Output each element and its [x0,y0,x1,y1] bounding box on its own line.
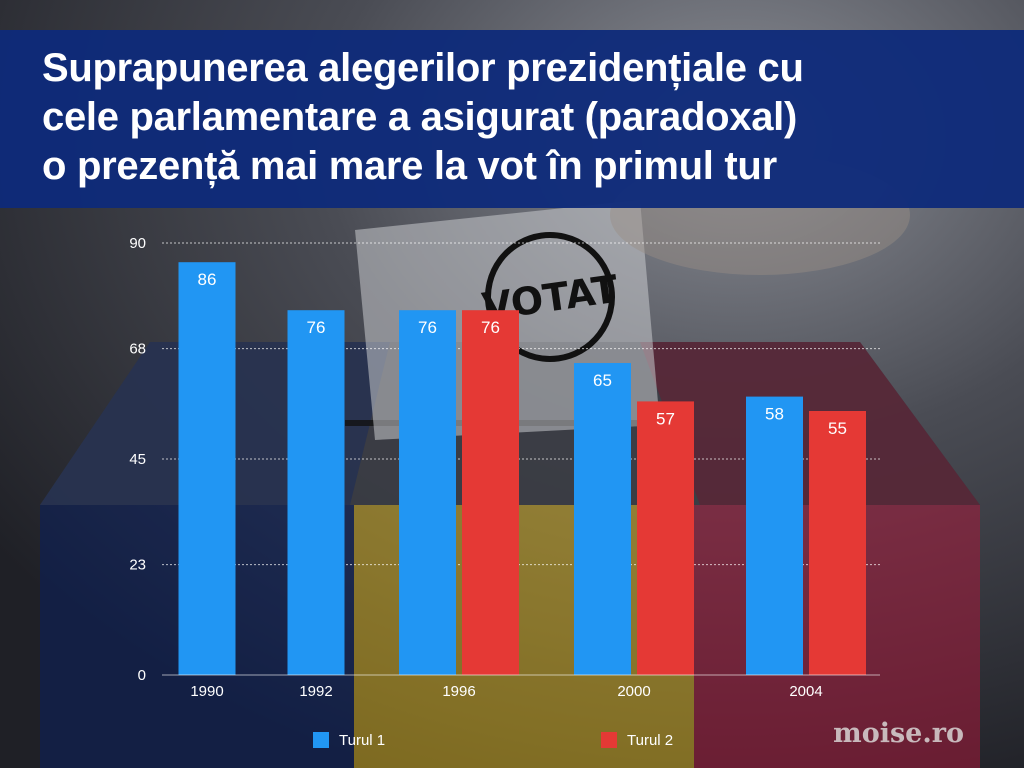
data-label-2000-series-2: 57 [656,409,675,428]
legend-swatch-series-1 [313,732,329,748]
bar-1996-series-2 [462,310,519,675]
y-tick-label-23: 23 [129,557,146,574]
data-label-1992-series-1: 76 [307,318,326,337]
title-line-3: o prezență mai mare la vot în primul tur [42,144,777,188]
bars [178,262,866,675]
title-banner [0,30,1024,208]
legend-label-series-1: Turul 1 [339,731,386,749]
x-tick-label-1996: 1996 [442,683,475,700]
x-tick-label-1990: 1990 [190,683,223,700]
x-axis-ticks: 1990 1992 1996 2000 2004 [190,683,822,700]
bar-2004-series-2 [809,411,866,675]
bar-1996-series-1 [399,310,456,675]
title-line-2: cele parlamentare a asigurat (paradoxal) [42,95,797,139]
data-label-2004-series-1: 58 [765,405,784,424]
data-label-1996-series-2: 76 [481,318,500,337]
data-label-2004-series-2: 55 [828,419,847,438]
y-axis-ticks: 0 23 45 68 90 [129,235,146,684]
x-tick-label-1992: 1992 [299,683,332,700]
x-tick-label-2000: 2000 [617,683,650,700]
bar-2004-series-1 [746,396,803,675]
legend-item-series-2: Turul 2 [601,730,673,750]
data-label-1996-series-1: 76 [418,318,437,337]
y-tick-label-45: 45 [129,451,146,468]
y-tick-label-90: 90 [129,235,146,252]
brand-watermark: moise.ro [833,718,964,749]
bar-1990-series-1 [178,262,236,675]
bar-2000-series-1 [574,363,631,675]
bar-2000-series-2 [637,401,694,675]
data-label-1990-series-1: 86 [198,270,217,289]
bar-1992-series-1 [287,310,345,675]
title-line-1: Suprapunerea alegerilor prezidențiale cu [42,46,804,90]
data-label-2000-series-1: 65 [593,371,612,390]
legend-label-series-2: Turul 2 [627,731,674,749]
page-title: Suprapunerea alegerilor prezidențiale cu… [42,44,1002,191]
legend-swatch-series-2 [601,732,617,748]
y-tick-label-0: 0 [138,667,146,684]
data-labels: 86 76 76 76 65 57 58 55 [198,270,847,438]
x-tick-label-2004: 2004 [789,683,822,700]
legend-item-series-1: Turul 1 [313,730,385,750]
y-tick-label-68: 68 [129,341,146,358]
